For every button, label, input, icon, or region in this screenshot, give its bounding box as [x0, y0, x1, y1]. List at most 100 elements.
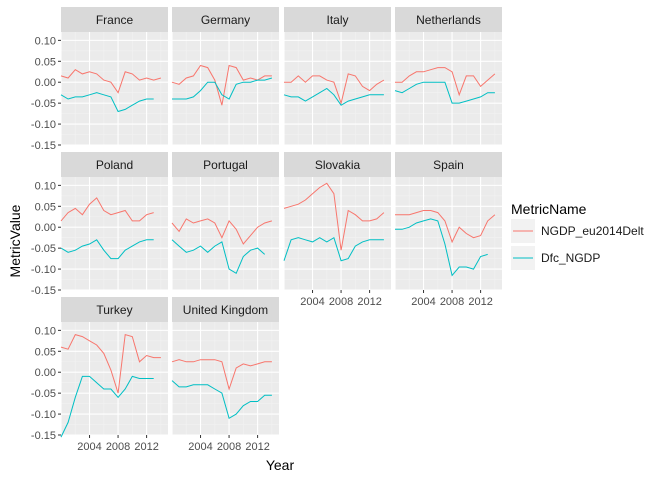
panel-poland: Poland — [60, 152, 168, 291]
facet-strip — [172, 297, 279, 322]
panel-netherlands: Netherlands — [394, 7, 502, 146]
panel-background — [172, 322, 279, 435]
y-tick-label: -0.10 — [31, 119, 56, 131]
panel-slovakia: Slovakia — [283, 152, 391, 291]
series-line-dfc-ngdp — [171, 239, 266, 275]
x-tick-label: 2012 — [245, 441, 269, 453]
legend-title: MetricName — [511, 201, 587, 217]
series-line-dfc-ngdp — [60, 375, 154, 438]
series-line-dfc-ngdp — [394, 81, 495, 104]
facet-label: Poland — [96, 158, 133, 172]
facet-strip — [395, 7, 502, 32]
x-axis-title: Year — [266, 457, 295, 473]
y-tick-label: -0.05 — [31, 388, 56, 400]
facet-label: Slovakia — [315, 158, 361, 172]
legend-keys: NGDP_eu2014Delt Dfc_NGDP — [511, 219, 644, 270]
series-line-ngdp-eu2014delt — [395, 210, 496, 244]
x-tick-label: 2004 — [188, 441, 212, 453]
facet-label: United Kingdom — [183, 303, 268, 317]
y-tick-label: -0.15 — [31, 140, 56, 152]
facet-label: Italy — [326, 13, 348, 27]
y-axis-title: MetricValue — [7, 204, 23, 277]
facet-label: Germany — [201, 13, 250, 27]
series-line-dfc-ngdp — [283, 87, 384, 106]
y-tick-label: 0.00 — [35, 222, 56, 234]
y-tick-label: 0.05 — [35, 56, 56, 68]
panel-background — [395, 177, 502, 290]
legend-item-ngdp-eu2014delt: NGDP_eu2014Delt — [511, 219, 644, 243]
series-line-ngdp-eu2014delt — [283, 182, 385, 251]
y-tick-label: 0.05 — [35, 346, 56, 358]
x-tick-label: 2008 — [440, 296, 464, 308]
x-tick-label: 2008 — [217, 441, 241, 453]
series-line-ngdp-eu2014delt — [284, 73, 385, 105]
panel-france: France — [60, 7, 168, 146]
facet-label: Netherlands — [416, 13, 481, 27]
series-line-ngdp-eu2014delt — [60, 333, 161, 394]
series-line-ngdp-eu2014delt — [60, 197, 154, 222]
panel-background — [284, 32, 391, 145]
facet-strip — [284, 7, 391, 32]
legend: MetricName NGDP_eu2014Delt Dfc_NGDP — [511, 201, 644, 270]
series-line-dfc-ngdp — [60, 92, 154, 113]
facet-label: Spain — [433, 158, 464, 172]
facet-label: Turkey — [96, 303, 132, 317]
y-tick-label: 0.00 — [35, 367, 56, 379]
panel-background — [61, 177, 168, 290]
legend-label: NGDP_eu2014Delt — [541, 224, 644, 238]
axes-layer: -0.15 -0.10 -0.05 0.00 0.05 0.10 -0.15 -0.10 -0.… — [31, 35, 493, 453]
y-tick-label: 0.10 — [35, 325, 56, 337]
panel-portugal: Portugal — [171, 152, 279, 291]
facet-strip — [61, 297, 168, 322]
facet-strip — [172, 7, 279, 32]
x-tick-label: 2012 — [134, 441, 158, 453]
y-tick-label: -0.05 — [31, 98, 56, 110]
series-line-dfc-ngdp — [171, 380, 272, 420]
facet-strip — [61, 7, 168, 32]
x-tick-label: 2004 — [77, 441, 101, 453]
x-tick-label: 2004 — [300, 296, 324, 308]
y-tick-label: 0.05 — [35, 201, 56, 213]
y-tick-label: -0.10 — [31, 264, 56, 276]
y-tick-label: -0.15 — [31, 285, 56, 297]
series-line-dfc-ngdp — [283, 236, 384, 262]
x-tick-label: 2004 — [411, 296, 435, 308]
y-tick-label: 0.00 — [35, 77, 56, 89]
x-tick-label: 2012 — [357, 296, 381, 308]
panel-background — [172, 177, 279, 290]
panel-background — [284, 177, 391, 290]
panel-background — [61, 32, 168, 145]
series-line-ngdp-eu2014delt — [171, 64, 272, 106]
y-tick-label: -0.05 — [31, 243, 56, 255]
facet-strip — [395, 152, 502, 177]
panel-background — [395, 32, 502, 145]
panel-germany: Germany — [171, 7, 279, 146]
facet-strip — [172, 152, 279, 177]
y-tick-label: -0.15 — [31, 430, 56, 442]
facet-label: France — [96, 13, 134, 27]
panel-united-kingdom: United Kingdom — [171, 297, 279, 436]
x-tick-label: 2012 — [468, 296, 492, 308]
x-tick-label: 2008 — [106, 441, 130, 453]
facet-strip — [61, 152, 168, 177]
series-line-dfc-ngdp — [172, 77, 273, 100]
panel-spain: Spain — [394, 152, 502, 291]
series-line-dfc-ngdp — [60, 239, 154, 260]
facet-label: Portugal — [203, 158, 248, 172]
legend-label: Dfc_NGDP — [541, 251, 600, 265]
facet-strip — [284, 152, 391, 177]
panels-layer: France Germany Italy Netherlands Poland Portu… — [60, 7, 502, 438]
series-line-ngdp-eu2014delt — [171, 218, 273, 245]
series-line-ngdp-eu2014delt — [60, 69, 162, 94]
y-tick-label: -0.10 — [31, 409, 56, 421]
panel-italy: Italy — [283, 7, 391, 146]
x-tick-label: 2008 — [329, 296, 353, 308]
series-line-ngdp-eu2014delt — [171, 359, 272, 391]
y-tick-label: 0.10 — [35, 180, 56, 192]
series-line-ngdp-eu2014delt — [395, 67, 496, 97]
series-line-dfc-ngdp — [395, 218, 488, 277]
legend-item-dfc-ngdp: Dfc_NGDP — [511, 246, 600, 270]
panel-background — [172, 32, 279, 145]
